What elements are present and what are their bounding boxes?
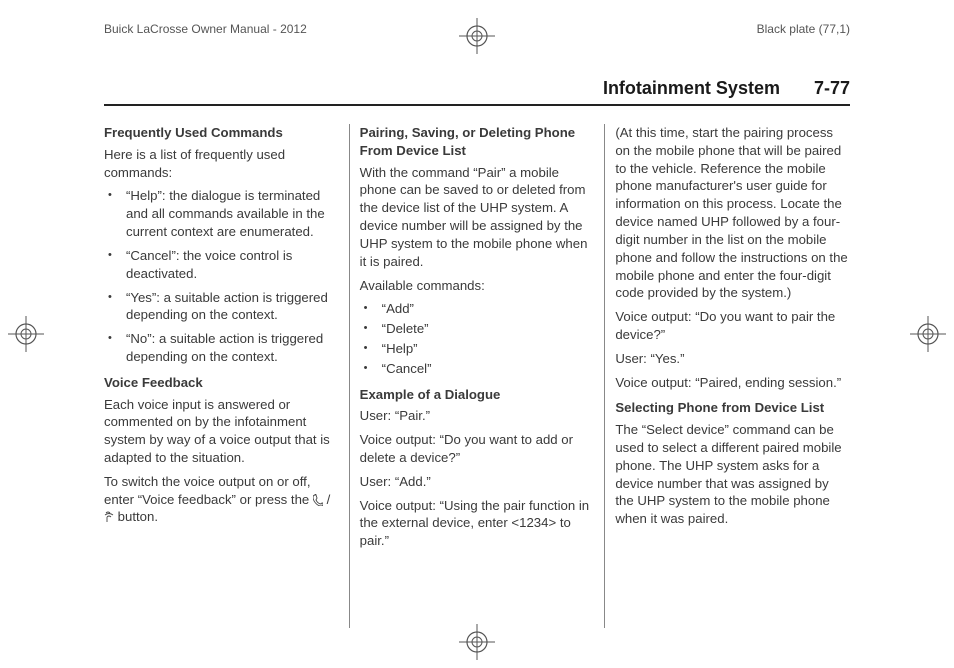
text-fragment: button.: [118, 509, 158, 524]
dialogue-line: Voice output: “Using the pair function i…: [360, 497, 595, 550]
list-item: “Cancel”: the voice control is deactivat…: [104, 247, 339, 283]
dialogue-line: User: “Pair.”: [360, 407, 595, 425]
heading-dialogue-example: Example of a Dialogue: [360, 386, 595, 404]
command-list: “Help”: the dialogue is terminated and a…: [104, 187, 339, 365]
list-item: “Delete”: [360, 320, 595, 338]
list-item: “Help”: [360, 340, 595, 358]
registration-mark-bottom: [459, 624, 495, 660]
dialogue-line: Voice output: “Paired, ending session.”: [615, 374, 850, 392]
text-fragment: To switch the voice output on or off, en…: [104, 474, 313, 507]
heading-voice-feedback: Voice Feedback: [104, 374, 339, 392]
plate-info: Black plate (77,1): [757, 22, 850, 36]
column-2: Pairing, Saving, or Deleting Phone From …: [349, 124, 605, 628]
page-rule: [104, 104, 850, 106]
available-commands-list: “Add” “Delete” “Help” “Cancel”: [360, 300, 595, 377]
list-item: “Yes”: a suitable action is triggered de…: [104, 289, 339, 325]
heading-freq-commands: Frequently Used Commands: [104, 124, 339, 142]
content-columns: Frequently Used Commands Here is a list …: [104, 124, 850, 628]
section-title: Infotainment System: [603, 78, 780, 99]
dialogue-line: Voice output: “Do you want to pair the d…: [615, 308, 850, 344]
paragraph: The “Select device” command can be used …: [615, 421, 850, 528]
list-item: “Cancel”: [360, 360, 595, 378]
page-title-row: Infotainment System 7-77: [603, 78, 850, 99]
paragraph: (At this time, start the pairing process…: [615, 124, 850, 302]
dialogue-line: User: “Add.”: [360, 473, 595, 491]
voice-icon: [104, 510, 114, 522]
manual-title: Buick LaCrosse Owner Manual - 2012: [104, 22, 307, 36]
registration-mark-top: [459, 18, 495, 54]
paragraph: Available commands:: [360, 277, 595, 295]
column-1: Frequently Used Commands Here is a list …: [104, 124, 349, 628]
slash: /: [327, 492, 331, 507]
column-3: (At this time, start the pairing process…: [604, 124, 850, 628]
heading-pairing: Pairing, Saving, or Deleting Phone From …: [360, 124, 595, 160]
registration-mark-left: [8, 316, 44, 352]
registration-mark-right: [910, 316, 946, 352]
dialogue-line: User: “Yes.”: [615, 350, 850, 368]
page-number: 7-77: [814, 78, 850, 99]
dialogue-line: Voice output: “Do you want to add or del…: [360, 431, 595, 467]
paragraph: Each voice input is answered or commente…: [104, 396, 339, 467]
list-item: “Add”: [360, 300, 595, 318]
paragraph: With the command “Pair” a mobile phone c…: [360, 164, 595, 271]
heading-selecting-phone: Selecting Phone from Device List: [615, 399, 850, 417]
paragraph: To switch the voice output on or off, en…: [104, 473, 339, 526]
list-item: “Help”: the dialogue is terminated and a…: [104, 187, 339, 240]
phone-icon: [313, 493, 323, 505]
paragraph: Here is a list of frequently used comman…: [104, 146, 339, 182]
list-item: “No”: a suitable action is triggered dep…: [104, 330, 339, 366]
